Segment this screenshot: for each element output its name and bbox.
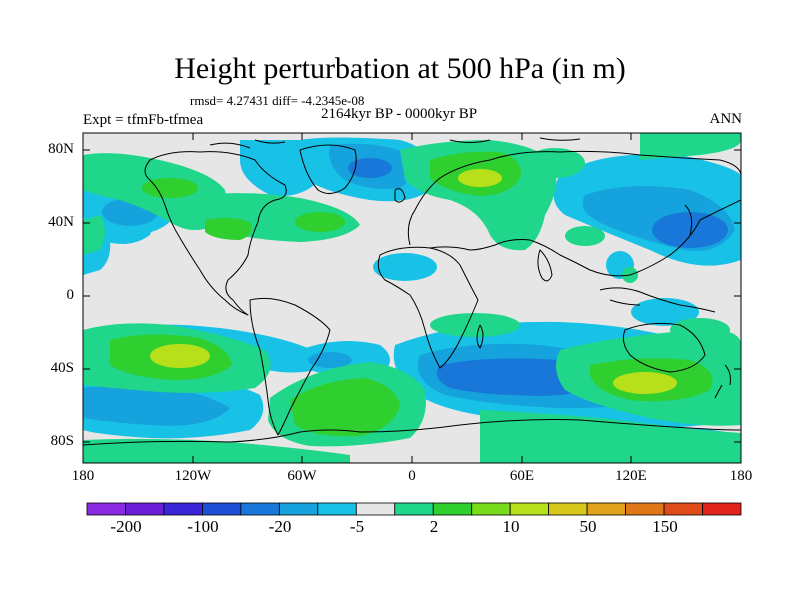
lon-label-180-left: 180 — [71, 468, 95, 484]
colorbar-label-neg20: -20 — [268, 517, 292, 536]
coast-madagascar — [476, 324, 484, 349]
coast-south-america — [249, 297, 331, 436]
colorbar-box — [202, 502, 242, 516]
colorbar-box — [548, 502, 588, 516]
coast-eurasia — [407, 150, 741, 277]
plot-title: Height perturbation at 500 hPa (in m) — [174, 52, 626, 85]
coast-north-america — [144, 151, 287, 316]
season-label: ANN — [709, 111, 743, 127]
lat-label-80n: 80N — [48, 141, 74, 157]
colorbar-label-neg200: -200 — [110, 517, 142, 536]
colorbar-box — [663, 502, 703, 516]
colorbar-label-2: 2 — [429, 517, 439, 536]
coast-africa — [377, 246, 479, 369]
colorbar-box — [86, 502, 126, 516]
colorbar-box — [586, 502, 626, 516]
lat-ticks — [83, 149, 741, 443]
lon-label-60e: 60E — [509, 468, 535, 484]
coast-arctic-islands — [209, 137, 581, 149]
positive-mid-regions — [110, 151, 713, 437]
lon-label-0: 0 — [408, 468, 416, 484]
lon-ticks — [82, 133, 742, 463]
colorbar-box — [625, 502, 665, 516]
coast-new-zealand — [714, 364, 731, 399]
coast-uk — [394, 188, 406, 203]
colorbar-box — [432, 502, 473, 516]
lat-label-80s: 80S — [50, 433, 74, 449]
positive-high-regions — [150, 169, 677, 394]
lon-label-120e: 120E — [615, 468, 647, 484]
lon-label-120w: 120W — [174, 468, 212, 484]
colorbar-box — [317, 502, 357, 516]
period-label: 2164kyr BP - 0000kyr BP — [321, 106, 478, 122]
colorbar-label-neg100: -100 — [187, 517, 219, 536]
lat-label-0: 0 — [66, 287, 75, 303]
coast-se-asia — [599, 287, 716, 313]
colorbar-box — [509, 502, 550, 516]
colorbar-box — [278, 502, 319, 516]
colorbar-box — [125, 502, 165, 516]
coast-australia — [622, 322, 706, 373]
coastlines — [83, 137, 741, 446]
coast-india — [537, 249, 553, 282]
colorbar-box — [163, 502, 203, 516]
colorbar-box — [394, 502, 434, 516]
colorbar-box — [702, 502, 742, 516]
lat-label-40s: 40S — [50, 360, 74, 376]
rmsd-stats: rmsd= 4.27431 diff= -4.2345e-08 — [190, 93, 365, 108]
coast-greenland — [299, 144, 357, 194]
experiment-label: Expt = tfmFb-tfmea — [83, 112, 204, 128]
coast-antarctica — [83, 419, 741, 446]
coast-japan — [684, 204, 693, 236]
colorbar-box — [240, 502, 280, 516]
colorbar-box — [471, 502, 511, 516]
lon-label-180-right: 180 — [729, 468, 753, 484]
contour-fields — [83, 133, 741, 463]
colorbar-label-10: 10 — [502, 517, 520, 536]
colorbar-label-50: 50 — [579, 517, 597, 536]
colorbar-box — [355, 502, 396, 516]
lon-label-60w: 60W — [287, 468, 317, 484]
colorbar-label-150: 150 — [652, 517, 678, 536]
colorbar — [86, 502, 742, 516]
colorbar-label-neg5: -5 — [349, 517, 365, 536]
lat-label-40n: 40N — [48, 214, 74, 230]
